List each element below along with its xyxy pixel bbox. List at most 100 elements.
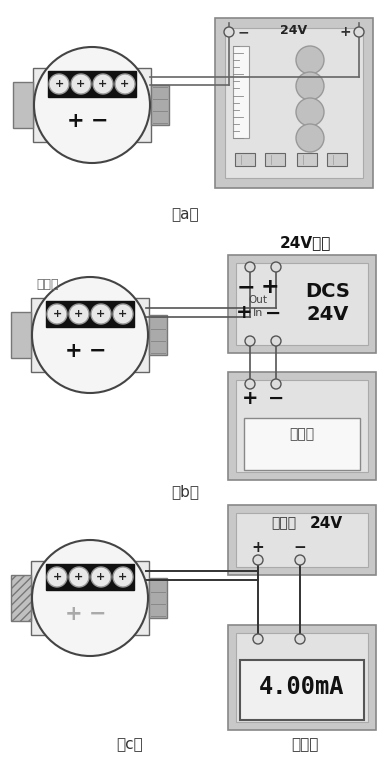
Circle shape xyxy=(32,540,148,656)
Text: （c）: （c） xyxy=(117,737,143,752)
Bar xyxy=(233,46,249,138)
Text: +: + xyxy=(67,111,85,131)
Circle shape xyxy=(32,277,148,393)
Text: −: − xyxy=(89,341,107,361)
FancyBboxPatch shape xyxy=(11,312,31,358)
Text: +: + xyxy=(96,572,105,582)
Text: +: + xyxy=(65,341,83,361)
Text: +: + xyxy=(65,604,83,624)
FancyBboxPatch shape xyxy=(13,82,33,128)
Circle shape xyxy=(245,262,255,272)
Circle shape xyxy=(49,74,69,94)
Text: DCS
24V: DCS 24V xyxy=(305,282,350,325)
Bar xyxy=(327,153,347,166)
Text: In: In xyxy=(253,308,263,318)
Text: +: + xyxy=(261,277,279,297)
FancyBboxPatch shape xyxy=(31,298,149,372)
Bar xyxy=(46,564,134,590)
FancyBboxPatch shape xyxy=(236,633,368,722)
Text: 24V: 24V xyxy=(309,515,343,530)
Circle shape xyxy=(245,379,255,389)
Circle shape xyxy=(224,27,234,37)
Circle shape xyxy=(295,634,305,644)
Circle shape xyxy=(113,567,133,587)
Text: −: − xyxy=(268,388,284,407)
Text: +: + xyxy=(339,25,351,39)
Circle shape xyxy=(271,336,281,346)
Text: +: + xyxy=(96,309,105,319)
Text: −: − xyxy=(237,25,249,39)
Circle shape xyxy=(47,567,67,587)
Bar xyxy=(46,301,134,327)
Circle shape xyxy=(296,46,324,74)
Text: 显示器: 显示器 xyxy=(289,427,314,441)
Circle shape xyxy=(296,124,324,152)
FancyBboxPatch shape xyxy=(151,85,169,125)
Text: −: − xyxy=(91,111,109,131)
Circle shape xyxy=(296,72,324,100)
Circle shape xyxy=(115,74,135,94)
Text: +: + xyxy=(74,309,83,319)
Text: +: + xyxy=(98,79,108,89)
FancyBboxPatch shape xyxy=(31,561,149,635)
Text: 安全栅: 安全栅 xyxy=(271,516,297,530)
Circle shape xyxy=(271,262,281,272)
Text: +: + xyxy=(54,79,64,89)
Circle shape xyxy=(71,74,91,94)
Circle shape xyxy=(93,74,113,94)
FancyBboxPatch shape xyxy=(149,578,167,618)
Text: 24V: 24V xyxy=(280,24,308,37)
Text: −: − xyxy=(294,540,307,555)
Circle shape xyxy=(91,567,111,587)
Text: （b）: （b） xyxy=(171,485,199,499)
FancyBboxPatch shape xyxy=(228,372,376,480)
Circle shape xyxy=(91,304,111,324)
Text: +: + xyxy=(53,572,62,582)
Text: +: + xyxy=(53,309,62,319)
FancyBboxPatch shape xyxy=(236,380,368,472)
Circle shape xyxy=(253,634,263,644)
Bar xyxy=(265,153,285,166)
Text: +: + xyxy=(236,303,252,322)
Text: 24V电源: 24V电源 xyxy=(279,236,331,251)
FancyBboxPatch shape xyxy=(33,68,151,142)
FancyBboxPatch shape xyxy=(236,263,368,345)
FancyBboxPatch shape xyxy=(228,625,376,730)
Text: +: + xyxy=(74,572,83,582)
Bar xyxy=(244,418,360,470)
Text: Out: Out xyxy=(249,295,267,305)
Bar xyxy=(297,153,317,166)
Circle shape xyxy=(113,304,133,324)
Text: −: − xyxy=(265,303,281,322)
Text: +: + xyxy=(118,309,128,319)
Text: +: + xyxy=(118,572,128,582)
Circle shape xyxy=(295,555,305,565)
FancyBboxPatch shape xyxy=(225,28,363,178)
Circle shape xyxy=(34,47,150,163)
FancyBboxPatch shape xyxy=(215,18,373,188)
Text: +: + xyxy=(252,540,264,555)
Text: −: − xyxy=(89,604,107,624)
Circle shape xyxy=(47,304,67,324)
Bar xyxy=(235,153,255,166)
FancyBboxPatch shape xyxy=(236,513,368,567)
Circle shape xyxy=(296,98,324,126)
FancyBboxPatch shape xyxy=(228,255,376,353)
Text: 4.00mA: 4.00mA xyxy=(259,676,345,699)
Circle shape xyxy=(69,567,89,587)
Text: +: + xyxy=(242,388,258,407)
Text: 变送器: 变送器 xyxy=(37,278,59,292)
Text: +: + xyxy=(120,79,130,89)
Text: （a）: （a） xyxy=(171,207,199,223)
Text: −: − xyxy=(237,277,255,297)
Circle shape xyxy=(354,27,364,37)
Bar xyxy=(240,660,364,720)
Text: +: + xyxy=(76,79,85,89)
Circle shape xyxy=(271,379,281,389)
FancyBboxPatch shape xyxy=(228,505,376,575)
FancyBboxPatch shape xyxy=(149,315,167,355)
Circle shape xyxy=(253,555,263,565)
Circle shape xyxy=(245,336,255,346)
Bar xyxy=(48,71,136,97)
Circle shape xyxy=(69,304,89,324)
